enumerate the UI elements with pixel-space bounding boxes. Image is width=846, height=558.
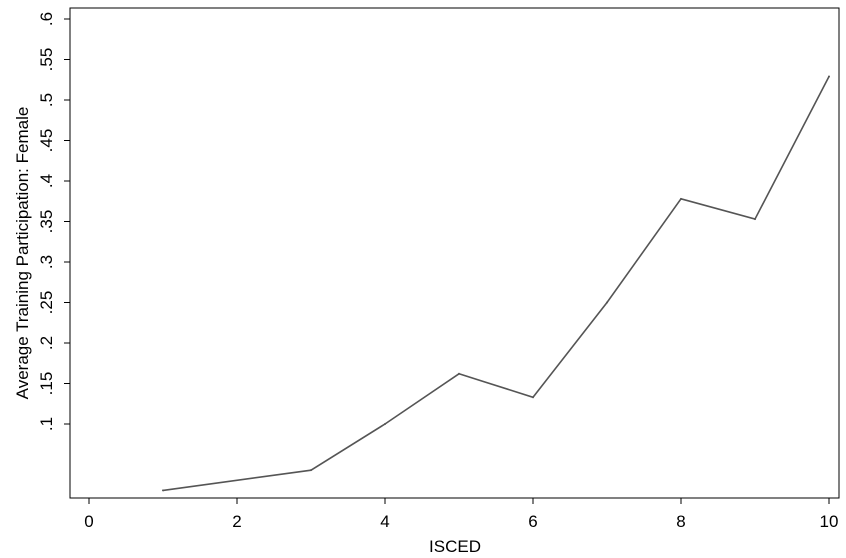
- y-tick-label: .2: [37, 336, 56, 350]
- series-line: [162, 76, 830, 492]
- x-tick-label: 10: [820, 512, 839, 531]
- x-tick-label: 8: [676, 512, 685, 531]
- data-point: [680, 197, 682, 200]
- y-tick-label: .45: [37, 129, 56, 153]
- x-tick-label: 2: [232, 512, 241, 531]
- data-point: [828, 75, 830, 78]
- y-tick-label: .15: [37, 372, 56, 396]
- series-layer: [162, 75, 830, 492]
- y-axis: .1 .15 .2 .25 .3 .35 .4 .45 .5 .55 .6: [37, 12, 70, 431]
- y-tick-label: .1: [37, 417, 56, 431]
- data-point: [754, 218, 756, 221]
- y-tick-label: .4: [37, 174, 56, 188]
- y-tick-label: .3: [37, 255, 56, 269]
- data-point: [532, 396, 534, 399]
- data-point: [606, 301, 608, 304]
- y-tick-label: .35: [37, 210, 56, 234]
- data-point: [162, 489, 164, 492]
- x-tick-label: 6: [528, 512, 537, 531]
- x-axis: 0 2 4 6 8 10: [84, 498, 838, 531]
- plot-frame: [69, 7, 840, 499]
- data-point: [458, 372, 460, 375]
- y-tick-label: .25: [37, 291, 56, 315]
- x-axis-title: ISCED: [429, 537, 481, 556]
- y-tick-label: .55: [37, 48, 56, 72]
- data-point: [384, 423, 386, 425]
- y-tick-label: .5: [37, 93, 56, 107]
- y-axis-title: Average Training Participation: Female: [13, 107, 32, 400]
- y-tick-label: .6: [37, 12, 56, 26]
- x-tick-label: 4: [380, 512, 389, 531]
- x-tick-label: 0: [84, 512, 93, 531]
- data-point: [310, 469, 312, 472]
